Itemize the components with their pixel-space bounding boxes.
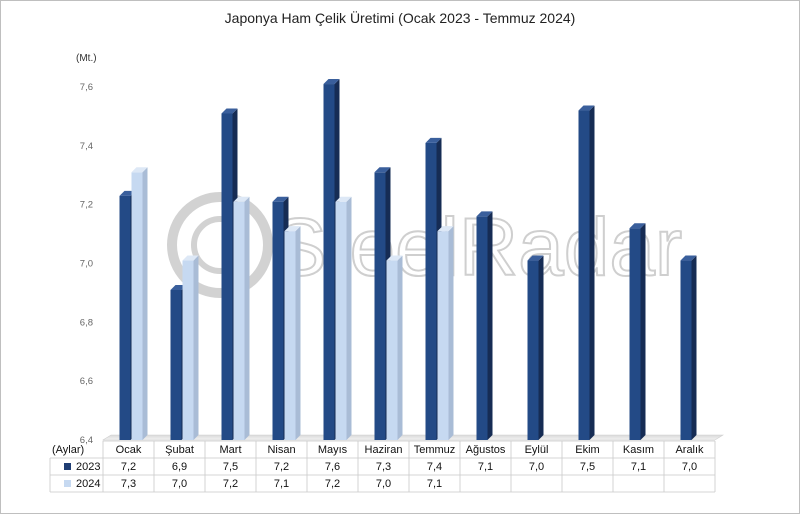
data-label: 6,9 [172, 461, 187, 473]
bar-2024-4-top [284, 226, 301, 232]
data-label: 7,4 [427, 461, 442, 473]
bar-2023-12-side [691, 255, 697, 440]
category-label: Mayıs [318, 444, 348, 456]
category-label: Aralık [675, 444, 704, 456]
bar-2024-4 [284, 231, 296, 440]
data-label: 7,0 [172, 478, 187, 490]
category-label: Eylül [525, 444, 549, 456]
bar-2024-6-top [386, 255, 403, 261]
bar-2024-2 [182, 260, 194, 440]
bar-2023-4-top [272, 196, 289, 202]
bar-2023-11-top [629, 223, 646, 229]
y-tick-label: 7,6 [80, 82, 93, 93]
data-label: 7,6 [325, 461, 340, 473]
bar-2024-5 [335, 201, 347, 440]
bar-2023-11-side [640, 223, 646, 440]
bar-2023-3-top [221, 108, 238, 114]
y-tick-label: 6,4 [80, 435, 93, 446]
bar-2024-1-side [142, 167, 148, 440]
data-label: 7,5 [580, 461, 595, 473]
data-label: 7,0 [376, 478, 391, 490]
data-label: 7,3 [376, 461, 391, 473]
y-tick-label: 6,8 [80, 317, 93, 328]
chart-title: Japonya Ham Çelik Üretimi (Ocak 2023 - T… [225, 9, 576, 26]
watermark-ring-icon [167, 192, 273, 298]
bar-2024-2-top [182, 255, 199, 261]
y-tick-label: 7,4 [80, 141, 93, 152]
bar-2024-7-side [448, 226, 454, 440]
bar-2023-1 [119, 195, 131, 440]
data-label: 7,0 [529, 461, 544, 473]
data-label: 7,1 [274, 478, 289, 490]
data-label: 7,2 [274, 461, 289, 473]
category-label: Kasım [623, 444, 654, 456]
data-label: 7,2 [121, 461, 136, 473]
category-label: Mart [220, 444, 242, 456]
bar-2024-1 [131, 172, 143, 440]
y-tick-label: 7,0 [80, 259, 93, 270]
bar-2023-10-side [589, 105, 595, 441]
data-label: 7,2 [223, 478, 238, 490]
data-label: 7,1 [427, 478, 442, 490]
bar-2023-7 [425, 142, 437, 440]
bar-2024-5-side [346, 196, 352, 440]
bar-2023-8-side [487, 211, 493, 440]
category-label: Ekim [575, 444, 599, 456]
bar-2023-9-top [527, 255, 544, 261]
bar-2023-8-top [476, 211, 493, 217]
bar-2023-11 [629, 228, 641, 440]
bar-2023-2 [170, 289, 182, 440]
bar-2023-6 [374, 172, 386, 440]
bar-2023-10-top [578, 105, 595, 111]
bar-2023-3 [221, 113, 233, 440]
category-label: Nisan [267, 444, 295, 456]
legend-key-2024 [64, 480, 71, 487]
y-tick-label: 6,6 [80, 376, 93, 387]
bar-2024-6-side [397, 255, 403, 440]
bar-2023-9-side [538, 255, 544, 440]
bar-2024-3 [233, 201, 245, 440]
data-label: 7,3 [121, 478, 136, 490]
bar-2024-3-side [244, 196, 250, 440]
data-label: 7,5 [223, 461, 238, 473]
bar-2023-4 [272, 201, 284, 440]
series-name: 2024 [76, 478, 100, 490]
bar-2024-7 [437, 231, 449, 440]
bar-2024-5-top [335, 196, 352, 202]
series-name: 2023 [76, 461, 100, 473]
bar-2024-7-top [437, 226, 454, 232]
bar-2024-4-side [295, 226, 301, 440]
legend-key-2023 [64, 463, 71, 470]
category-label: Haziran [365, 444, 403, 456]
bar-2023-6-top [374, 167, 391, 173]
bar-2024-1-top [131, 167, 148, 173]
bar-2024-6 [386, 260, 398, 440]
bar-2023-7-top [425, 137, 442, 143]
bar-2023-5 [323, 84, 335, 440]
bar-2023-12 [680, 260, 692, 440]
x-axis-label: (Aylar) [52, 444, 84, 456]
y-tick-label: 7,2 [80, 200, 93, 211]
data-label: 7,2 [325, 478, 340, 490]
data-label: 7,0 [682, 461, 697, 473]
bar-2023-5-top [323, 79, 340, 85]
category-label: Ağustos [466, 444, 506, 456]
chart-floor [101, 434, 725, 441]
category-label: Şubat [165, 444, 194, 456]
category-label: Temmuz [414, 444, 456, 456]
bar-2023-9 [527, 260, 539, 440]
bar-2023-12-top [680, 255, 697, 261]
y-unit-label: (Mt.) [76, 53, 97, 64]
bar-2024-3-top [233, 196, 250, 202]
bar-2023-8 [476, 216, 488, 440]
data-label: 7,1 [478, 461, 493, 473]
data-label: 7,1 [631, 461, 646, 473]
bar-2024-2-side [193, 255, 199, 440]
category-label: Ocak [116, 444, 142, 456]
bar-2023-10 [578, 110, 590, 441]
